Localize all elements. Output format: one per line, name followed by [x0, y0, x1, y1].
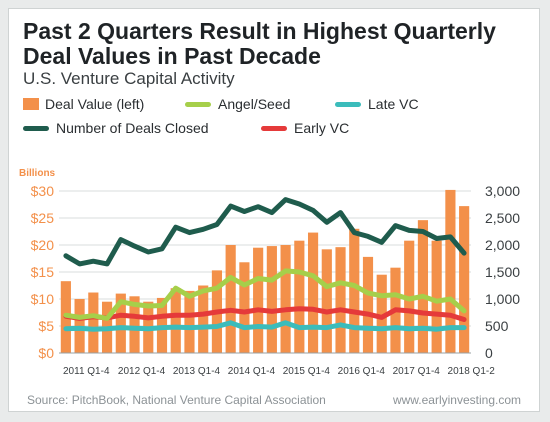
bar-deal-value [266, 246, 277, 353]
legend-item-angel-seed: Angel/Seed [185, 95, 290, 113]
site-credit: www.earlyinvesting.com [392, 393, 521, 407]
legend-item-late-vc: Late VC [335, 95, 419, 113]
left-tick-label: $30 [31, 183, 55, 199]
legend-swatch-deal-value [23, 98, 39, 110]
bar-deal-value [129, 296, 140, 353]
bar-deal-value [88, 292, 99, 353]
bar-deal-value [321, 249, 332, 353]
bar-deal-value [115, 293, 126, 353]
series-line-late-vc [63, 320, 467, 332]
bar-deal-value [225, 245, 236, 353]
series-line-early-vc [63, 306, 467, 322]
right-tick-label: 2,500 [485, 210, 520, 226]
legend-item-deals-closed: Number of Deals Closed [23, 119, 209, 137]
bar-deal-value [349, 228, 360, 353]
chart-title: Past 2 Quarters Result in Highest Quarte… [23, 18, 496, 69]
series-line-angel-seed [63, 268, 467, 321]
bar-deal-value [198, 285, 209, 353]
legend-label-early-vc: Early VC [294, 120, 350, 136]
bar-deal-value [239, 262, 250, 353]
legend-item-deal-value: Deal Value (left) [23, 95, 144, 113]
legend-label-deal-value: Deal Value (left) [45, 96, 145, 112]
legend-swatch-late-vc [335, 101, 361, 107]
chart-legend: Deal Value (left) Angel/Seed Late VC Num… [23, 95, 523, 139]
legend-label-late-vc: Late VC [368, 96, 419, 112]
x-tick-label: 2014 Q1-4 [228, 366, 276, 377]
legend-swatch-deals-closed [23, 125, 49, 131]
bar-deal-value [459, 206, 470, 353]
bar-deal-value [170, 288, 181, 353]
bar-deal-value [417, 220, 429, 353]
legend-label-deals-closed: Number of Deals Closed [56, 120, 209, 136]
right-tick-label: 500 [485, 318, 509, 334]
legend-swatch-angel-seed [185, 101, 211, 107]
chart-card: Past 2 Quarters Result in Highest Quarte… [8, 8, 540, 412]
legend-swatch-early-vc [261, 125, 287, 131]
legend-label-angel-seed: Angel/Seed [218, 96, 291, 112]
bar-deal-value [362, 256, 374, 353]
bar-deal-value [253, 247, 264, 353]
left-tick-label: $25 [31, 210, 55, 226]
right-tick-label: 1,500 [485, 264, 520, 280]
bar-deal-value [445, 189, 456, 353]
bar-deal-value [431, 240, 442, 353]
x-tick-label: 2018 Q1-2 [448, 366, 496, 377]
bar-deal-value [335, 247, 346, 353]
right-tick-label: 3,000 [485, 183, 520, 199]
left-axis-unit: Billions [19, 168, 56, 179]
x-tick-label: 2011 Q1-4 [63, 366, 110, 377]
x-tick-label: 2017 Q1-4 [393, 366, 441, 377]
left-tick-label: $0 [38, 345, 54, 361]
chart-plot: Billions $0 0 $5 500 $10 1,000 $15 1,500 $20 2,00… [19, 168, 520, 377]
series-line-number-of-deals-closed [63, 197, 467, 267]
x-tick-label: 2016 Q1-4 [338, 366, 386, 377]
right-tick-label: 1,000 [485, 291, 520, 307]
left-tick-label: $10 [31, 291, 55, 307]
right-tick-label: 0 [485, 345, 493, 361]
bar-deal-value [376, 274, 387, 353]
left-tick-label: $5 [38, 318, 54, 334]
left-tick-label: $20 [31, 237, 55, 253]
bar-deal-value [280, 245, 291, 353]
bar-deal-value [307, 232, 319, 353]
x-tick-label: 2012 Q1-4 [118, 366, 166, 377]
source-note: Source: PitchBook, National Venture Capi… [27, 393, 326, 407]
chart-subtitle: U.S. Venture Capital Activity [23, 69, 235, 88]
x-tick-label: 2015 Q1-4 [283, 366, 331, 377]
bar-deal-value [184, 290, 195, 353]
right-tick-label: 2,000 [485, 237, 520, 253]
bar-deal-value [294, 240, 305, 353]
x-tick-label: 2013 Q1-4 [173, 366, 221, 377]
left-tick-label: $15 [31, 264, 55, 280]
legend-item-early-vc: Early VC [261, 119, 349, 137]
